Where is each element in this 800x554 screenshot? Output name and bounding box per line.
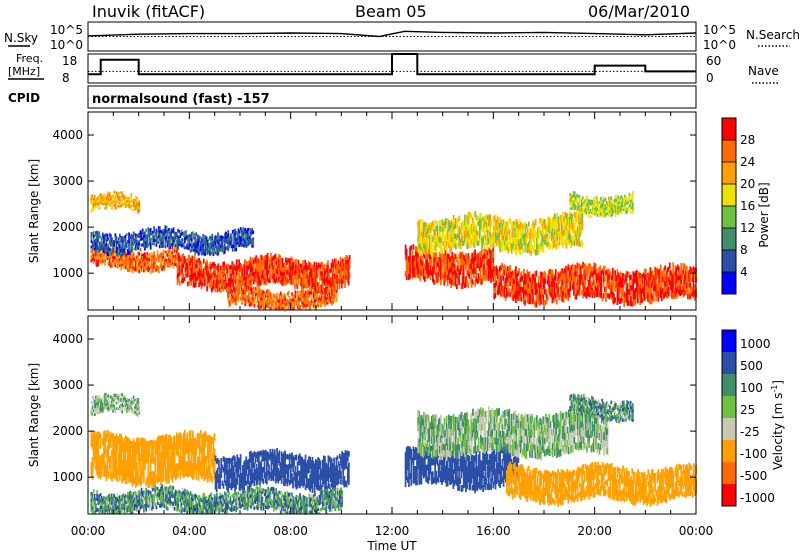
velocity-ytick-2: 3000: [52, 378, 83, 392]
power-band-8: [569, 191, 634, 218]
power-colorbar-tick-2: 12: [740, 221, 755, 235]
velocity-colorbar-tick-6: -500: [740, 469, 767, 483]
velocity-band-7: [569, 393, 634, 424]
velocity-colorbar-label-end: ]: [771, 380, 785, 385]
power-colorbar-swatch-4: [722, 206, 736, 228]
station-title: Inuvik (fitACF): [92, 2, 205, 21]
power-colorbar-swatch-1: [722, 140, 736, 162]
time-xlabel: Time UT: [366, 539, 417, 553]
xtick-5: 20:00: [577, 524, 612, 538]
xtick-0: 00:00: [71, 524, 106, 538]
power-ytick-0: 1000: [52, 266, 83, 280]
date-title: 06/Mar/2010: [588, 2, 690, 21]
nsearch-label: N.Search: [746, 28, 800, 42]
nsky-tick-bottom: 10^0: [50, 38, 83, 52]
nsky-label: N.Sky: [4, 31, 38, 45]
velocity-colorbar-tick-1: 500: [740, 359, 763, 373]
power-band-0: [90, 190, 141, 214]
power-ylabel: Slant Range [km]: [27, 159, 41, 263]
noise-series-0: [87, 30, 697, 38]
nave-tick-0: 0: [706, 71, 714, 85]
power-ytick-1: 2000: [52, 220, 83, 234]
power-band-1: [90, 243, 178, 274]
power-colorbar-tick-3: 16: [740, 199, 755, 213]
velocity-colorbar-label-main: Velocity [m s: [771, 393, 785, 470]
velocity-colorbar-swatch-1: [722, 352, 736, 374]
power-colorbar-tick-5: 24: [740, 155, 755, 169]
cpid-row: CPID normalsound (fast) -157: [8, 85, 697, 109]
velocity-band-1: [90, 429, 216, 489]
velocity-band-3: [90, 484, 344, 515]
power-colorbar-swatch-7: [722, 272, 736, 294]
velocity-band-0: [90, 392, 141, 417]
velocity-ytick-0: 1000: [52, 470, 83, 484]
power-band-6: [493, 261, 697, 308]
velocity-band-2: [214, 448, 350, 493]
velocity-colorbar-tick-5: -100: [740, 447, 767, 461]
velocity-panel: 1000 2000 3000 4000 00:00 04:00 08:00 12:00 16:0…: [27, 315, 785, 553]
power-colorbar-tick-4: 20: [740, 177, 755, 191]
nave-tick-60: 60: [706, 54, 721, 68]
velocity-ylabel: Slant Range [km]: [27, 363, 41, 467]
power-band-4: [227, 282, 338, 312]
power-band-7: [417, 211, 584, 257]
xtick-3: 12:00: [375, 524, 410, 538]
freq-series: [88, 53, 696, 76]
velocity-colorbar-swatch-4: [722, 418, 736, 440]
velocity-colorbar-swatch-3: [722, 396, 736, 418]
velocity-band-5: [506, 461, 697, 507]
velocity-ytick-1: 2000: [52, 424, 83, 438]
power-colorbar-label: Power [dB]: [757, 182, 771, 247]
freq-tick-18: 18: [62, 54, 77, 68]
velocity-colorbar-swatch-5: [722, 440, 736, 462]
power-colorbar-tick-0: 4: [740, 265, 748, 279]
velocity-colorbar-label-exp: -1: [770, 385, 779, 393]
xtick-2: 08:00: [273, 524, 308, 538]
velocity-colorbar-swatch-0: [722, 330, 736, 352]
power-panel: 1000 2000 3000 4000 Slant Range [km] 4 8 12 16…: [27, 111, 771, 312]
power-ytick-2: 3000: [52, 174, 83, 188]
velocity-colorbar-swatch-6: [722, 462, 736, 484]
beam-title: Beam 05: [355, 2, 427, 21]
nsearch-tick-top: 10^5: [703, 23, 736, 37]
xtick-1: 04:00: [172, 524, 207, 538]
velocity-colorbar-swatch-7: [722, 484, 736, 506]
power-band-3: [90, 225, 255, 257]
power-colorbar-swatch-3: [722, 184, 736, 206]
velocity-band-6: [417, 406, 609, 461]
power-colorbar-swatch-6: [722, 250, 736, 272]
power-band-5: [404, 244, 495, 290]
velocity-colorbar-tick-4: -25: [740, 425, 760, 439]
power-colorbar-tick-6: 28: [740, 133, 755, 147]
cpid-label: CPID: [8, 91, 40, 105]
freq-label-line1: Freq.: [16, 52, 43, 65]
freq-tick-8: 8: [62, 71, 70, 85]
power-ytick-3: 4000: [52, 128, 83, 142]
power-colorbar-swatch-2: [722, 162, 736, 184]
nave-label: Nave: [748, 64, 779, 78]
velocity-colorbar-tick-2: 100: [740, 381, 763, 395]
velocity-ytick-3: 4000: [52, 332, 83, 346]
nsearch-tick-bottom: 10^0: [703, 38, 736, 52]
noise-panel: 10^5 10^0 10^5 10^0 N.Sky N.Search: [4, 21, 800, 52]
power-colorbar: 4 8 12 16 20 24 28 Power [dB]: [721, 117, 771, 295]
xtick-6: 00:00: [679, 524, 714, 538]
velocity-colorbar-tick-3: 25: [740, 403, 755, 417]
power-colorbar-swatch-5: [722, 228, 736, 250]
velocity-colorbar-swatch-2: [722, 374, 736, 396]
xtick-4: 16:00: [476, 524, 511, 538]
velocity-colorbar-tick-7: -1000: [740, 491, 775, 505]
velocity-colorbar-tick-0: 1000: [740, 337, 771, 351]
frequency-panel: 18 8 60 0 Freq. [MHz] Nave: [8, 52, 779, 85]
power-colorbar-swatch-0: [722, 118, 736, 140]
velocity-colorbar: 1000 500 100 25 -25 -100 -500 -1000 Velocity [m…: [721, 329, 785, 507]
power-colorbar-tick-1: 8: [740, 243, 748, 257]
nsky-tick-top: 10^5: [50, 23, 83, 37]
velocity-colorbar-label: Velocity [m s-1]: [770, 380, 785, 470]
freq-label-line2: [MHz]: [8, 65, 40, 78]
cpid-text: normalsound (fast) -157: [92, 92, 270, 107]
